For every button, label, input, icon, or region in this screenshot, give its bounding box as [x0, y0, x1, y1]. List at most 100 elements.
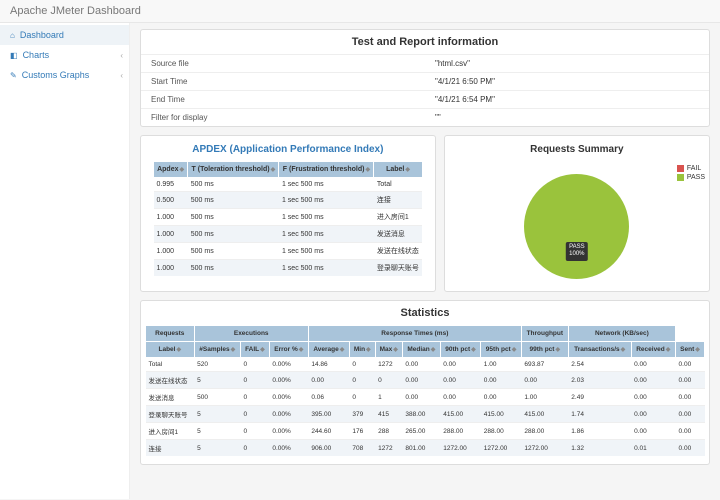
apdex-row: 0.500500 ms1 sec 500 ms连接 [154, 192, 423, 209]
stats-cell: 14.86 [308, 358, 349, 372]
stats-group-header: Response Times (ms) [308, 326, 521, 342]
apdex-title: APDEX (Application Performance Index) [141, 136, 435, 161]
stats-col-header[interactable]: Max◆ [375, 342, 402, 358]
stats-cell: 0.00 [676, 440, 705, 457]
stats-col-header[interactable]: #Samples◆ [194, 342, 240, 358]
info-row: Filter for display"" [141, 109, 709, 127]
info-row: End Time"4/1/21 6:54 PM" [141, 91, 709, 109]
stats-cell: 0.00% [269, 406, 308, 423]
stats-cell: 0.00 [631, 358, 675, 372]
stats-cell: 0.00% [269, 423, 308, 440]
stats-cell: 0.00 [440, 372, 481, 389]
stats-cell: 379 [349, 406, 375, 423]
chevron-left-icon: ‹ [120, 51, 123, 60]
info-key: Source file [141, 55, 425, 73]
stats-cell: 0.00 [402, 389, 440, 406]
stats-col-header[interactable]: Median◆ [402, 342, 440, 358]
stats-cell: 发送在线状态 [146, 372, 195, 389]
stats-col-header[interactable]: Error %◆ [269, 342, 308, 358]
info-val: "html.csv" [425, 55, 709, 73]
stats-cell: 连接 [146, 440, 195, 457]
stats-col-header[interactable]: Transactions/s◆ [568, 342, 631, 358]
stats-cell: 0.00 [481, 389, 522, 406]
stats-cell: 0.00 [402, 358, 440, 372]
stats-cell: 0.00 [676, 372, 705, 389]
legend-fail-label: FAIL [687, 165, 701, 172]
pencil-icon: ✎ [10, 71, 17, 80]
stats-cell: 0.00 [631, 423, 675, 440]
stats-cell: 0.00 [402, 372, 440, 389]
stats-cell: 0 [241, 423, 270, 440]
stats-cell: 0 [349, 358, 375, 372]
apdex-cell: 0.995 [154, 178, 188, 192]
sidebar: ⌂ Dashboard ◧ Charts ‹ ✎ Customs Graphs … [0, 23, 130, 499]
sidebar-item-label: Charts [23, 50, 50, 60]
stats-col-header[interactable]: 99th pct◆ [521, 342, 568, 358]
sidebar-item-charts[interactable]: ◧ Charts ‹ [0, 45, 129, 65]
stats-col-header[interactable]: Sent◆ [676, 342, 705, 358]
stats-title: Statistics [141, 301, 709, 325]
apdex-cell: 1 sec 500 ms [279, 192, 374, 209]
stats-cell: 0.00 [440, 389, 481, 406]
stats-cell: 176 [349, 423, 375, 440]
info-row: Source file"html.csv" [141, 55, 709, 73]
apdex-row: 1.000500 ms1 sec 500 ms进入房间1 [154, 209, 423, 226]
stats-cell: 288.00 [440, 423, 481, 440]
stats-col-header[interactable]: Average◆ [308, 342, 349, 358]
apdex-col-header[interactable]: T (Toleration threshold)◆ [188, 162, 279, 178]
stats-cell: 发送消息 [146, 389, 195, 406]
stats-cell: 265.00 [402, 423, 440, 440]
apdex-col-header[interactable]: Label◆ [374, 162, 422, 178]
sidebar-item-dashboard[interactable]: ⌂ Dashboard [0, 25, 129, 45]
apdex-cell: 1.000 [154, 209, 188, 226]
stats-cell: 0.00 [631, 389, 675, 406]
pie-label: PASS 100% [566, 242, 588, 260]
stats-cell: 0.00 [308, 372, 349, 389]
stats-cell: Total [146, 358, 195, 372]
stats-cell: 1272.00 [521, 440, 568, 457]
sidebar-item-customs[interactable]: ✎ Customs Graphs ‹ [0, 65, 129, 85]
info-val: "" [425, 109, 709, 127]
sidebar-item-label: Customs Graphs [22, 70, 90, 80]
stats-cell: 415.00 [521, 406, 568, 423]
stats-group-header: Network (KB/sec) [568, 326, 675, 342]
stats-cell: 0 [349, 389, 375, 406]
app-title: Apache JMeter Dashboard [10, 5, 141, 17]
info-key: Filter for display [141, 109, 425, 127]
stats-col-header[interactable]: Min◆ [349, 342, 375, 358]
stats-col-header[interactable]: Label◆ [146, 342, 195, 358]
stats-cell: 1272.00 [440, 440, 481, 457]
stats-cell: 0 [241, 440, 270, 457]
stats-cell: 0.00 [631, 406, 675, 423]
stats-cell: 1.32 [568, 440, 631, 457]
stats-cell: 288 [375, 423, 402, 440]
info-key: Start Time [141, 73, 425, 91]
stats-cell: 0.00% [269, 389, 308, 406]
stats-cell: 登录聊天账号 [146, 406, 195, 423]
stats-cell: 0 [241, 389, 270, 406]
stats-cell: 415.00 [481, 406, 522, 423]
stats-cell: 0.00 [676, 389, 705, 406]
pie-chart: PASS 100% [524, 174, 629, 279]
apdex-panel: APDEX (Application Performance Index) Ap… [140, 135, 436, 292]
apdex-col-header[interactable]: F (Frustration threshold)◆ [279, 162, 374, 178]
apdex-cell: 500 ms [188, 243, 279, 260]
stats-col-header[interactable]: Received◆ [631, 342, 675, 358]
stats-cell: 1272 [375, 440, 402, 457]
home-icon: ⌂ [10, 31, 15, 40]
stats-cell: 0.00 [631, 372, 675, 389]
stats-col-header[interactable]: FAIL◆ [241, 342, 270, 358]
stats-cell: 0 [375, 372, 402, 389]
apdex-cell: 500 ms [188, 178, 279, 192]
apdex-col-header[interactable]: Apdex◆ [154, 162, 188, 178]
stats-cell: 0.01 [631, 440, 675, 457]
stats-col-header[interactable]: 95th pct◆ [481, 342, 522, 358]
stats-col-header[interactable]: 90th pct◆ [440, 342, 481, 358]
apdex-cell: 500 ms [188, 192, 279, 209]
stats-cell: 0.00% [269, 358, 308, 372]
stats-cell: 5 [194, 423, 240, 440]
apdex-cell: 500 ms [188, 260, 279, 277]
stats-row: 登录聊天账号500.00%395.00379415388.00415.00415… [146, 406, 705, 423]
legend-pass-label: PASS [687, 174, 705, 181]
apdex-cell: 1.000 [154, 243, 188, 260]
